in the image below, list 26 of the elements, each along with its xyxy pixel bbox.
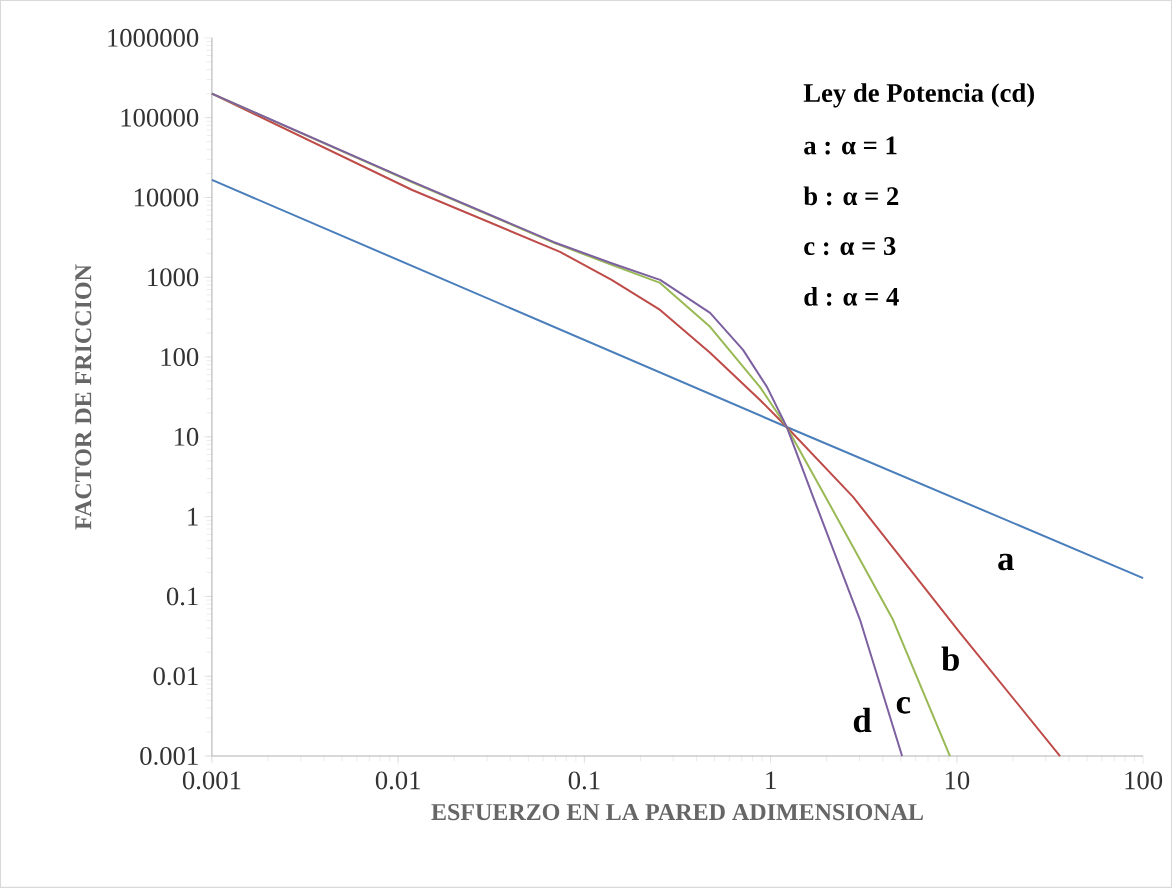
y-tick-label: 0.1 <box>166 587 198 606</box>
annotation: Ley de Potencia (cd) <box>803 83 1034 108</box>
series-label: a <box>998 553 1014 571</box>
x-tick-label: 100 <box>1125 771 1163 790</box>
y-tick-label: 100 <box>161 348 199 367</box>
y-tick-label: 0.01 <box>153 667 198 686</box>
series-label: c <box>896 697 911 714</box>
y-tick-label: 1000 <box>148 268 199 287</box>
y-tick-label: 1 <box>188 507 198 526</box>
y-tick-label: 1000000 <box>108 28 199 47</box>
y-axis-title: FACTOR DE FRICCION <box>75 264 92 530</box>
series-label: b <box>941 646 959 671</box>
x-tick-label: 0.1 <box>568 771 600 790</box>
y-tick-label: 10000 <box>134 188 199 207</box>
x-axis-title: ESFUERZO EN LA PARED ADIMENSIONAL <box>431 804 923 821</box>
annotation: b : α = 2 <box>803 186 899 206</box>
annotation: c : α = 3 <box>804 237 896 256</box>
y-tick-label: 0.001 <box>140 747 198 766</box>
series-label: d <box>853 707 872 733</box>
y-tick-label: 100000 <box>121 108 199 127</box>
annotation: d : α = 4 <box>804 286 899 306</box>
x-tick-label: 1 <box>766 771 776 790</box>
y-tick-label: 10 <box>174 427 199 446</box>
annotation: a : α = 1 <box>804 136 897 155</box>
x-tick-label: 10 <box>945 771 970 790</box>
x-tick-label: 0.01 <box>375 771 420 790</box>
